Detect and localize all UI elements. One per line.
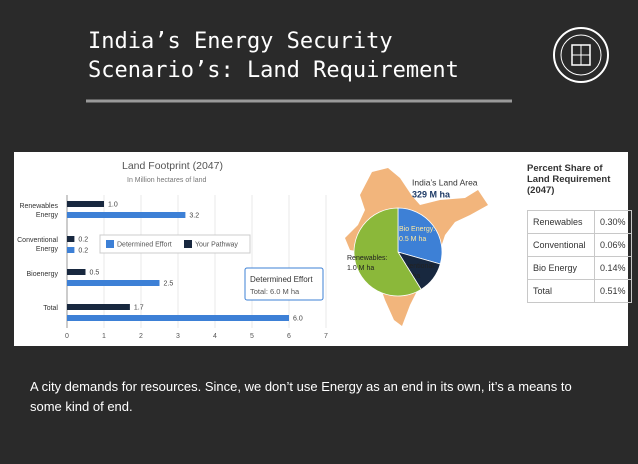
value-label: 1.7 xyxy=(134,304,144,311)
table-row: Bio Energy 0.14% xyxy=(527,256,632,280)
x-tick-label: 5 xyxy=(250,333,254,340)
annotation: Total: 6.0 M ha xyxy=(250,287,300,296)
title-line: Scenario’s: Land Requirement xyxy=(88,58,459,83)
bar xyxy=(67,315,289,321)
table-cell: 0.51% xyxy=(594,279,632,303)
chart-subtitle: In Million hectares of land xyxy=(127,177,206,184)
category-label: Renewables Energy xyxy=(19,203,58,219)
value-label: 0.2 xyxy=(78,236,88,243)
bar xyxy=(67,236,75,242)
x-tick-label: 6 xyxy=(287,333,291,340)
annotation-box xyxy=(244,267,324,301)
x-tick-label: 3 xyxy=(176,333,180,340)
table-cell: Conventional xyxy=(527,233,595,257)
bar xyxy=(67,247,75,253)
share-table: Renewables 0.30% Conventional 0.06% Bio Ener… xyxy=(527,210,632,303)
legend-swatch xyxy=(106,240,114,248)
value-label: 0.5 xyxy=(90,269,100,276)
legend-swatch xyxy=(184,240,192,248)
table-title: Percent Share of Land Requirement (2047) xyxy=(527,163,611,196)
table-cell: 0.14% xyxy=(594,256,632,280)
value-label: 6.0 xyxy=(293,315,303,322)
x-tick-label: 1 xyxy=(102,333,106,340)
table-row: Renewables 0.30% xyxy=(527,210,632,234)
table-cell: 0.06% xyxy=(594,233,632,257)
slice-label: Bio Energy: xyxy=(399,226,435,233)
title-line: India’s Energy Security xyxy=(88,29,393,54)
x-tick-label: 2 xyxy=(139,333,143,340)
bar xyxy=(67,269,86,275)
pie-slice xyxy=(397,207,443,265)
value-label: 3.2 xyxy=(189,212,199,219)
bar xyxy=(67,280,160,286)
table-cell: Total xyxy=(527,279,595,303)
x-tick-label: 7 xyxy=(324,333,328,340)
value-label: 2.5 xyxy=(164,280,174,287)
pie-title: India’s Land Area xyxy=(412,177,478,187)
category-label: Total xyxy=(43,305,58,312)
slice-label: Conventional: xyxy=(393,263,436,270)
slice-value: 1.0 M ha xyxy=(347,265,374,272)
annotation: Determined Effort xyxy=(250,275,313,284)
table-cell: 0.30% xyxy=(594,210,632,234)
x-tick-label: 0 xyxy=(65,333,69,340)
bar xyxy=(67,201,104,207)
bar xyxy=(67,304,130,310)
pie-slice xyxy=(353,207,422,297)
value-label: 1.0 xyxy=(108,201,118,208)
table-row: Total 0.51% xyxy=(527,279,632,303)
pie-subtitle: 329 M ha xyxy=(412,189,451,199)
legend-label: Determined Effort xyxy=(117,241,172,248)
table-cell: Bio Energy xyxy=(527,256,595,280)
chart-title: Land Footprint (2047) xyxy=(122,160,223,172)
legend-box xyxy=(99,234,251,254)
category-label: Conventional Energy xyxy=(17,237,58,253)
slice-value: 0.5 M ha xyxy=(399,236,426,243)
category-label: Bioenergy xyxy=(26,271,58,278)
legend-label: Your Pathway xyxy=(195,241,238,248)
table-row: Conventional 0.06% xyxy=(527,233,632,257)
x-tick-label: 4 xyxy=(213,333,217,340)
slice-label: Renewables: xyxy=(347,255,388,262)
bar xyxy=(67,212,186,218)
value-label: 0.2 xyxy=(78,247,88,254)
caption: A city demands for resources. Since, we … xyxy=(30,379,572,414)
table-cell: Renewables xyxy=(527,210,595,234)
logo xyxy=(553,27,609,83)
